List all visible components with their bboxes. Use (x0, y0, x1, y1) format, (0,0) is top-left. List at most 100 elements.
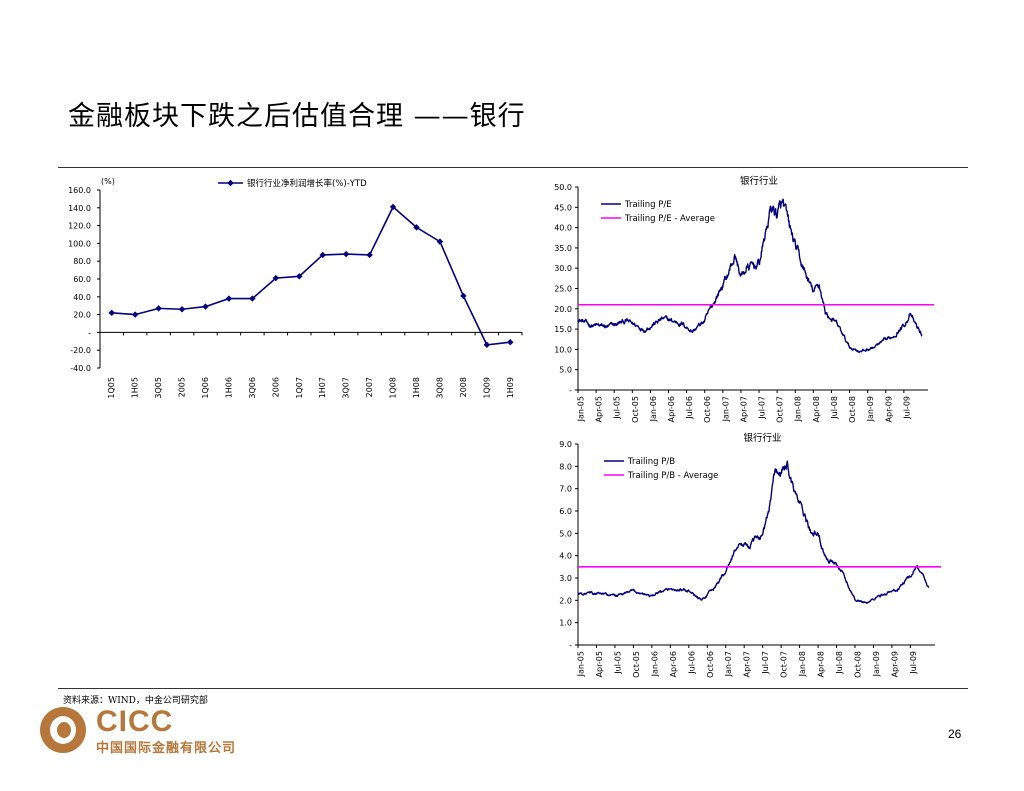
x-tick-label: Apr-06 (667, 396, 676, 422)
x-tick-label: Jan-09 (872, 651, 881, 677)
data-point (249, 295, 256, 302)
x-tick-label: Jul-07 (761, 651, 770, 675)
chart-title: 银行行业 (743, 432, 781, 444)
x-tick-label: 1H09 (506, 377, 515, 398)
data-point (389, 203, 397, 211)
y-tick-label: 15.0 (554, 325, 572, 334)
x-tick-label: Jan-08 (794, 396, 803, 422)
y-tick-label: 20.0 (554, 305, 572, 314)
source-note: 资料来源：WIND，中金公司研究部 (63, 696, 208, 706)
x-tick-label: Apr-07 (739, 396, 748, 422)
y-tick-label: 10.0 (554, 345, 572, 354)
y-tick-label: 40.0 (73, 293, 91, 302)
x-tick-label: Jul-08 (835, 651, 844, 675)
x-tick-label: Apr-05 (595, 396, 604, 422)
cicc-logo: CICC 中国国际金融有限公司 (40, 705, 260, 757)
unit-label: (%) (101, 177, 115, 186)
logo-emblem-icon (40, 707, 86, 753)
y-tick-label: 9.0 (559, 440, 572, 449)
x-tick-label: Oct-05 (632, 651, 641, 678)
y-tick-label: 4.0 (559, 552, 572, 561)
data-point (366, 251, 373, 259)
y-tick-label: 100.0 (68, 239, 91, 248)
x-tick-label: Oct-08 (848, 396, 857, 423)
y-tick-label: 8.0 (559, 462, 572, 471)
data-point (342, 250, 350, 258)
data-point (507, 338, 514, 346)
x-tick-label: Jan-05 (577, 651, 586, 677)
x-tick-label: Jan-05 (577, 396, 586, 422)
y-tick-label: -40.0 (70, 364, 91, 373)
x-tick-label: 1H08 (412, 377, 421, 398)
y-tick-label: 50.0 (554, 183, 572, 192)
y-tick-label: 25.0 (554, 285, 572, 294)
x-tick-label: Jan-06 (650, 651, 659, 677)
x-tick-label: 1Q07 (295, 377, 304, 399)
y-tick-label: -20.0 (70, 346, 91, 355)
x-tick-label: Jul-07 (758, 396, 767, 420)
legend-label: 银行行业净利润增长率(%)-YTD (247, 178, 367, 189)
legend-label: Trailing P/E - Average (624, 214, 715, 224)
y-tick-label: - (569, 386, 572, 395)
legend-marker (227, 179, 234, 187)
y-tick-label: - (88, 328, 91, 337)
y-tick-label: 160.0 (68, 186, 91, 195)
x-tick-label: 1H05 (131, 377, 140, 398)
x-tick-label: 3Q05 (154, 377, 163, 399)
x-tick-label: 2008 (459, 377, 468, 397)
y-tick-label: 2.0 (559, 596, 572, 605)
x-tick-label: Oct-06 (703, 396, 712, 423)
y-tick-label: 140.0 (68, 204, 91, 213)
x-tick-label: 1H06 (224, 377, 233, 398)
x-tick-label: 1Q09 (482, 377, 491, 399)
x-tick-label: Oct-05 (631, 396, 640, 423)
y-tick-label: 20.0 (73, 311, 91, 320)
data-point (272, 274, 280, 282)
x-tick-label: 1Q08 (389, 377, 398, 399)
data-point (483, 341, 491, 349)
y-tick-label: 40.0 (554, 224, 572, 233)
x-tick-label: Jan-07 (721, 396, 730, 422)
x-tick-label: 1H07 (318, 377, 327, 398)
x-tick-label: 2005 (178, 377, 187, 397)
y-tick-label: 3.0 (559, 574, 572, 583)
data-point (178, 306, 186, 313)
y-tick-label: 60.0 (73, 275, 91, 284)
y-tick-label: 35.0 (554, 244, 572, 253)
y-tick-label: 7.0 (559, 485, 572, 494)
y-tick-label: 6.0 (559, 507, 572, 516)
top-divider (58, 167, 968, 168)
y-tick-label: 45.0 (554, 203, 572, 212)
series-line (577, 460, 930, 604)
x-tick-label: 3Q08 (435, 377, 444, 399)
bottom-divider (58, 688, 968, 689)
x-tick-label: Oct-06 (706, 651, 715, 678)
logo-brand: CICC (96, 705, 174, 738)
logo-company-name: 中国国际金融有限公司 (96, 741, 237, 756)
y-tick-label: 5.0 (559, 529, 572, 538)
x-tick-label: Apr-09 (890, 651, 899, 677)
x-tick-label: Apr-06 (669, 651, 678, 677)
x-tick-label: 1Q06 (201, 377, 210, 399)
x-tick-label: 2007 (365, 377, 374, 397)
x-tick-label: 2006 (271, 377, 280, 397)
y-tick-label: 120.0 (68, 222, 91, 231)
x-tick-label: Jul-06 (685, 396, 694, 420)
x-tick-label: Jul-05 (613, 651, 622, 675)
x-tick-label: Apr-08 (817, 651, 826, 677)
x-tick-label: Jul-08 (830, 396, 839, 420)
x-tick-label: Oct-07 (776, 396, 785, 423)
y-tick-label: 5.0 (559, 366, 572, 375)
y-tick-label: 30.0 (554, 264, 572, 273)
legend-label: Trailing P/E (624, 200, 672, 210)
x-tick-label: Oct-08 (853, 651, 862, 678)
data-point (319, 251, 326, 259)
x-tick-label: 1Q05 (107, 377, 116, 399)
x-tick-label: Oct-07 (780, 651, 789, 678)
x-tick-label: Jul-06 (687, 651, 696, 675)
x-tick-label: Jan-09 (866, 396, 875, 422)
data-point (413, 224, 420, 231)
y-tick-label: - (569, 641, 572, 650)
